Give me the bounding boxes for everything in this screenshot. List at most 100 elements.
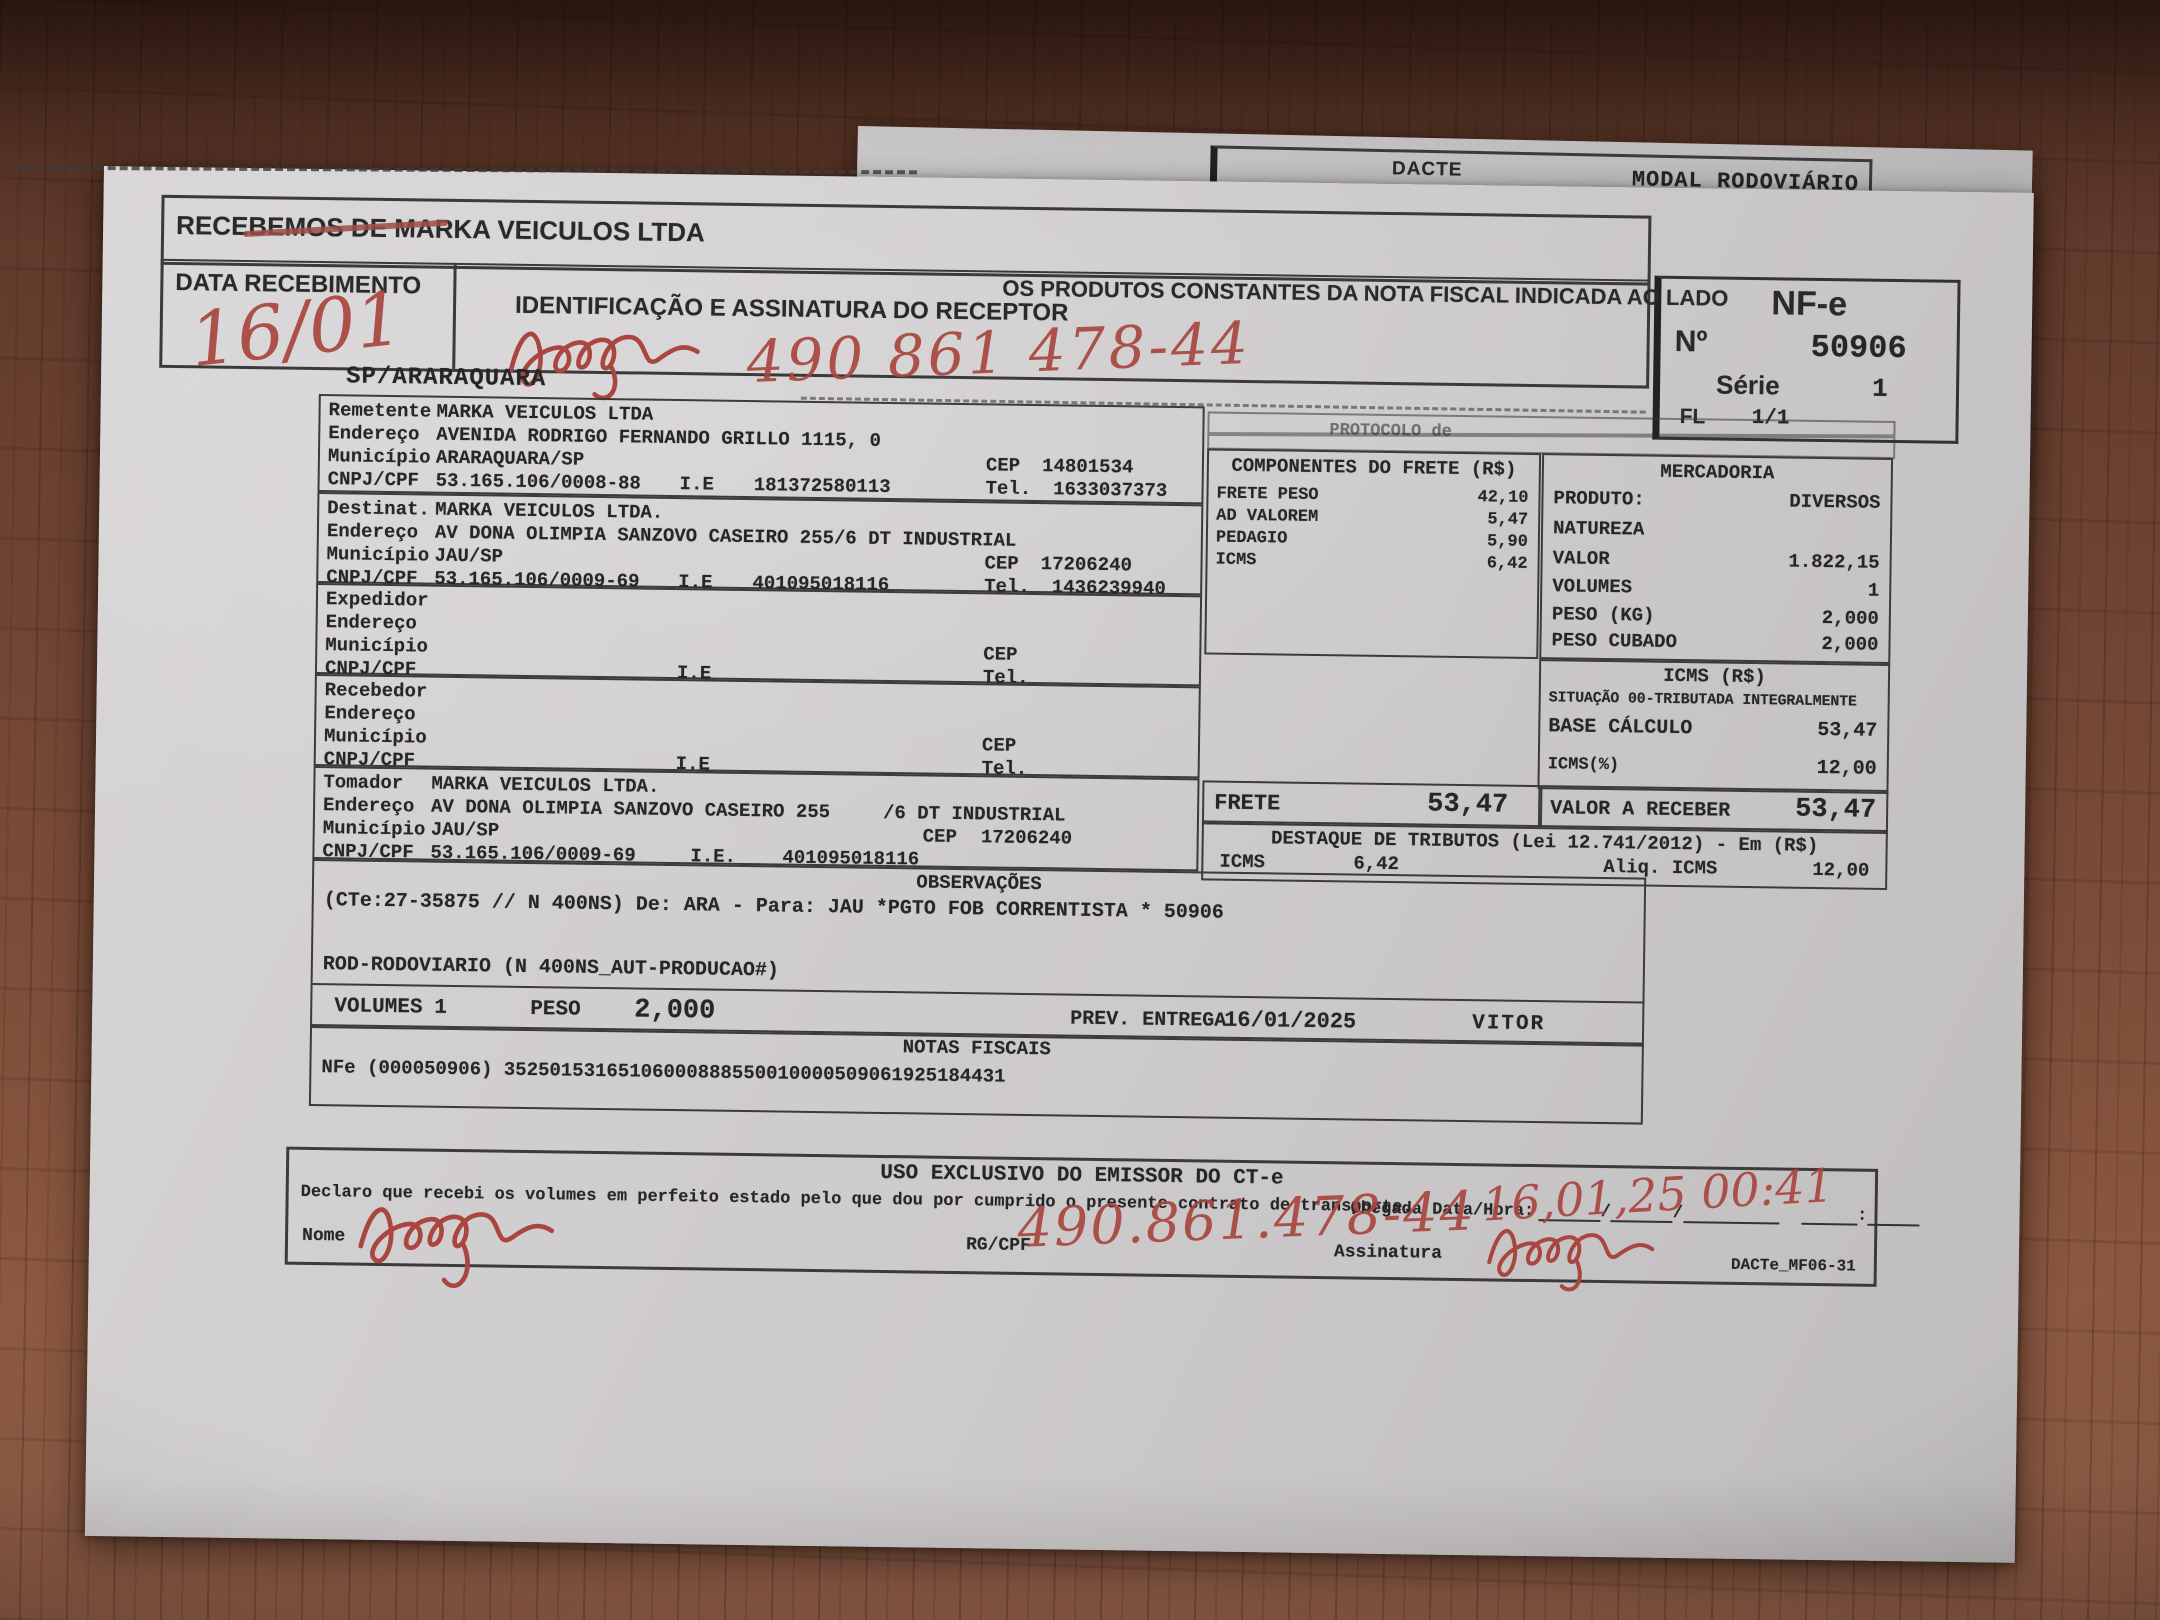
cep-label: CEP <box>981 734 1017 757</box>
tributos-icms-value: 6,42 <box>1353 852 1400 876</box>
party-municipio: JAU/SP <box>434 544 504 568</box>
nfe-chave: NFe (000050906) 352501531651060008885500… <box>321 1056 1006 1088</box>
icms-aliq-label: ICMS(%) <box>1547 755 1620 776</box>
party-name: MARKA VEICULOS LTDA <box>436 400 654 426</box>
party-cep: 17206240 <box>1040 553 1133 577</box>
endereco-label: Endereço <box>328 422 420 446</box>
nfe-numero-value: 50906 <box>1810 328 1907 368</box>
party-role: Recebedor <box>324 679 428 703</box>
endereco-label: Endereço <box>324 702 416 726</box>
fold-smear <box>1209 432 1894 439</box>
cep-label: CEP <box>983 643 1018 666</box>
conferente-name: VITOR <box>1471 1012 1546 1037</box>
mercadoria-value: DIVERSOS <box>1789 490 1881 514</box>
frete-row-value: 5,47 <box>1487 510 1529 530</box>
nome-signature <box>358 1207 555 1288</box>
recebedor-block: Recebedor Endereço Município CEP CNPJ/CP… <box>313 673 1201 780</box>
assinatura-signature <box>1487 1229 1655 1292</box>
party-ie: 181372580113 <box>753 474 891 499</box>
origem-label: SP/ARARAQUARA <box>345 363 547 394</box>
mercadoria-label: VOLUMES <box>1552 575 1633 599</box>
notas-fiscais-box: NOTAS FISCAIS NFe (000050906) 3525015316… <box>308 1023 1644 1125</box>
endereco-label: Endereço <box>326 520 419 544</box>
prev-entrega-label: PREV. ENTREGA <box>1070 1007 1227 1033</box>
prev-entrega-value: 16/01/2025 <box>1224 1007 1357 1035</box>
party-name: MARKA VEICULOS LTDA. <box>435 498 664 524</box>
observacoes-box: OBSERVAÇÕES (CTe:27-35875 // N 400NS) De… <box>309 858 1647 1047</box>
municipio-label: Município <box>327 445 431 469</box>
mercadoria-value: 2,000 <box>1821 607 1880 630</box>
colon: : <box>1856 1206 1868 1226</box>
mercadoria-label: PESO CUBADO <box>1551 629 1678 654</box>
mercadoria-label: NATUREZA <box>1552 517 1645 541</box>
nfe-serie-label: Série <box>1715 369 1780 401</box>
party-cep: 17206240 <box>980 826 1073 850</box>
nfe-serie-value: 1 <box>1871 373 1888 404</box>
recebemos-text: RECEBEMOS DE MARKA VEICULOS LTDA <box>175 210 706 248</box>
dacte-document: RECEBEMOS DE MARKA VEICULOS LTDA DATA RE… <box>84 166 2034 1563</box>
frete-row-value: 5,90 <box>1486 532 1529 552</box>
form-code: DACTe_MF06-31 <box>1730 1255 1856 1276</box>
party-tel: 1633037373 <box>1053 478 1168 502</box>
party-endereco2: /6 DT INDUSTRIAL <box>882 801 1066 827</box>
icms-title: ICMS (R$) <box>1663 664 1766 689</box>
tributos-aliq-value: 12,00 <box>1812 858 1870 882</box>
destinatario-block: Destinat. MARKA VEICULOS LTDA. Endereço AV… <box>316 492 1204 600</box>
party-role: Tomador <box>323 771 404 795</box>
cell-divider <box>452 264 457 369</box>
componentes-frete-box: COMPONENTES DO FRETE (R$) FRETE PESO 42,… <box>1204 448 1542 660</box>
municipio-label: Município <box>326 543 430 567</box>
party-cnpj: 53.165.106/0008-88 <box>435 469 642 495</box>
frete-row-label: FRETE PESO <box>1216 484 1319 505</box>
mercadoria-label: PRODUTO: <box>1553 487 1645 511</box>
peso-label: PESO <box>530 998 581 1022</box>
receiver-signature <box>508 331 700 401</box>
icms-aliq-value: 12,00 <box>1816 756 1877 781</box>
componentes-title: COMPONENTES DO FRETE (R$) <box>1231 454 1517 481</box>
icms-base-label: BASE CÁLCULO <box>1548 715 1693 741</box>
frete-total-label: FRETE <box>1214 790 1281 817</box>
volumes-value: 1 <box>434 996 448 1020</box>
mercadoria-title: MERCADORIA <box>1660 460 1775 485</box>
tel-label: Tel. <box>985 477 1032 500</box>
valor-receber-label: VALOR A RECEBER <box>1550 797 1731 823</box>
municipio-label: Município <box>322 817 426 841</box>
mercadoria-label: PESO (KG) <box>1551 603 1655 627</box>
party-municipio: ARARAQUARA/SP <box>435 446 585 471</box>
mercadoria-value: 2,000 <box>1821 633 1879 656</box>
dacte-title: DACTE <box>1391 158 1463 181</box>
party-role: Destinat. <box>327 497 431 521</box>
tomador-block: Tomador MARKA VEICULOS LTDA. Endereço AV D… <box>312 765 1200 872</box>
expedidor-block: Expedidor Endereço Município CEP CNPJ/CP… <box>314 583 1203 689</box>
frete-row-label: AD VALOREM <box>1216 506 1319 527</box>
peso-value: 2,000 <box>634 995 716 1027</box>
municipio-label: Município <box>323 725 427 749</box>
mercadoria-box: MERCADORIA PRODUTO: DIVERSOS NATUREZA VA… <box>1539 453 1894 664</box>
tributos-aliq-label: Aliq. ICMS <box>1603 856 1718 880</box>
party-name: MARKA VEICULOS LTDA. <box>431 772 660 798</box>
icms-box: ICMS (R$) SITUAÇÃO 00-TRIBUTADA INTEGRAL… <box>1537 659 1891 794</box>
chegada-minute-slot <box>1867 1205 1920 1227</box>
mercadoria-value: 1 <box>1867 579 1880 602</box>
frete-row-label: PEDAGIO <box>1215 528 1288 549</box>
volumes-label: VOLUMES <box>334 995 423 1020</box>
nome-label: Nome <box>301 1225 346 1247</box>
party-role: Remetente <box>328 399 432 423</box>
tributos-title: DESTAQUE DE TRIBUTOS (Lei 12.741/2012) -… <box>1270 827 1819 858</box>
remetente-block: Remetente MARKA VEICULOS LTDA Endereço AVE… <box>317 394 1205 505</box>
valor-receber-value: 53,47 <box>1794 794 1877 826</box>
frete-row-label: ICMS <box>1215 550 1257 571</box>
frete-row-value: 42,10 <box>1477 488 1529 508</box>
party-role: Expedidor <box>325 588 429 612</box>
mercadoria-value: 1.822,15 <box>1788 550 1880 574</box>
endereco-label: Endereço <box>325 611 418 635</box>
cep-label: CEP <box>922 825 958 848</box>
tributos-icms-label: ICMS <box>1219 850 1266 874</box>
ie-label: I.E <box>679 473 714 496</box>
nfe-numero-label: Nº <box>1674 324 1708 359</box>
protocolo-text: PROTOCOLO de <box>1329 421 1452 442</box>
cep-label: CEP <box>984 552 1019 575</box>
party-municipio: JAU/SP <box>430 818 500 842</box>
municipio-label: Município <box>325 634 429 658</box>
frete-total-value: 53,47 <box>1426 789 1509 821</box>
